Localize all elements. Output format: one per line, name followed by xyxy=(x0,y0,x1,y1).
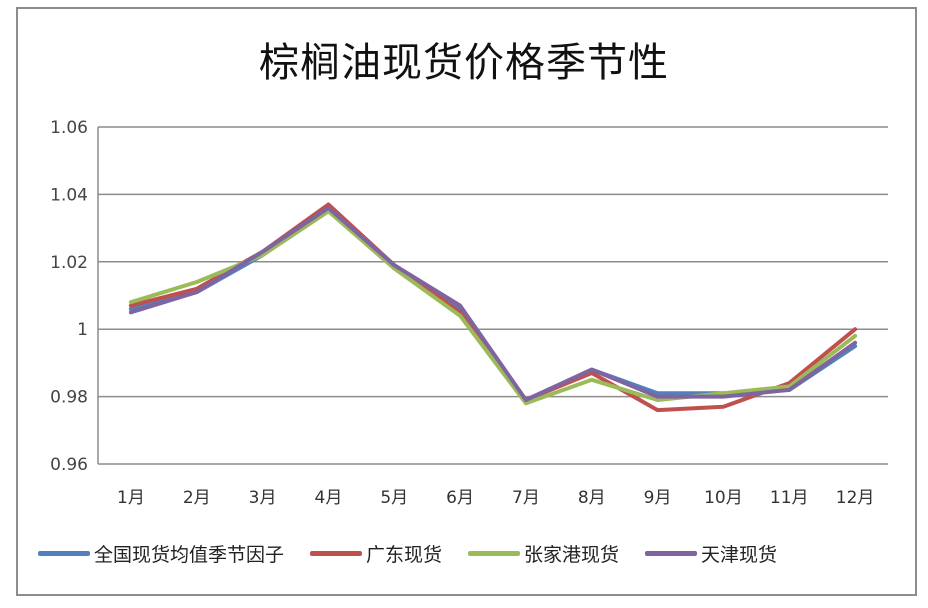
y-axis-ticks: 0.96 0.98 1 1.02 1.04 1.06 xyxy=(50,118,88,475)
legend-item-tianjin: 天津现货 xyxy=(645,540,777,567)
legend-label: 天津现货 xyxy=(701,543,778,566)
y-tick-label: 1.06 xyxy=(50,118,88,138)
series-line xyxy=(128,205,858,402)
series-line xyxy=(128,205,858,402)
y-tick-label: 1.04 xyxy=(50,185,88,205)
x-tick-label: 10月 xyxy=(704,488,743,508)
legend-label: 全国现货均值季节因子 xyxy=(94,543,285,566)
y-tick-label: 0.96 xyxy=(50,455,88,475)
x-tick-label: 8月 xyxy=(578,488,606,508)
series-line xyxy=(128,202,858,413)
legend-label: 广东现货 xyxy=(366,543,443,566)
legend-item-national: 全国现货均值季节因子 xyxy=(38,540,284,567)
chart-title: 棕榈油现货价格季节性 xyxy=(259,40,669,86)
x-axis-ticks: 1月 2月 3月 4月 5月 6月 7月 8月 9月 10月 11月 12月 xyxy=(117,488,874,508)
x-tick-label: 11月 xyxy=(770,488,809,508)
legend-line-icon xyxy=(310,550,363,556)
gridlines xyxy=(97,126,888,465)
x-tick-label: 5月 xyxy=(380,488,408,508)
y-tick-label: 1 xyxy=(77,320,88,340)
legend-item-guangdong: 广东现货 xyxy=(310,540,442,567)
x-tick-label: 1月 xyxy=(117,488,145,508)
legend-line-icon xyxy=(645,550,698,556)
y-tick-label: 0.98 xyxy=(50,388,88,408)
legend-item-zhangjiagang: 张家港现货 xyxy=(468,540,619,567)
legend-line-icon xyxy=(468,550,521,556)
x-tick-label: 7月 xyxy=(512,488,540,508)
legend: 全国现货均值季节因子 广东现货 张家港现货 天津现货 xyxy=(38,538,908,568)
x-tick-label: 6月 xyxy=(446,488,474,508)
x-tick-label: 12月 xyxy=(836,488,875,508)
x-tick-label: 4月 xyxy=(315,488,343,508)
legend-line-icon xyxy=(38,550,90,556)
x-tick-label: 3月 xyxy=(249,488,277,508)
series-line xyxy=(128,209,858,406)
x-tick-label: 9月 xyxy=(644,488,672,508)
legend-label: 张家港现货 xyxy=(524,543,620,566)
y-tick-label: 1.02 xyxy=(50,253,88,273)
series-lines xyxy=(128,202,858,413)
x-tick-label: 2月 xyxy=(183,488,211,508)
